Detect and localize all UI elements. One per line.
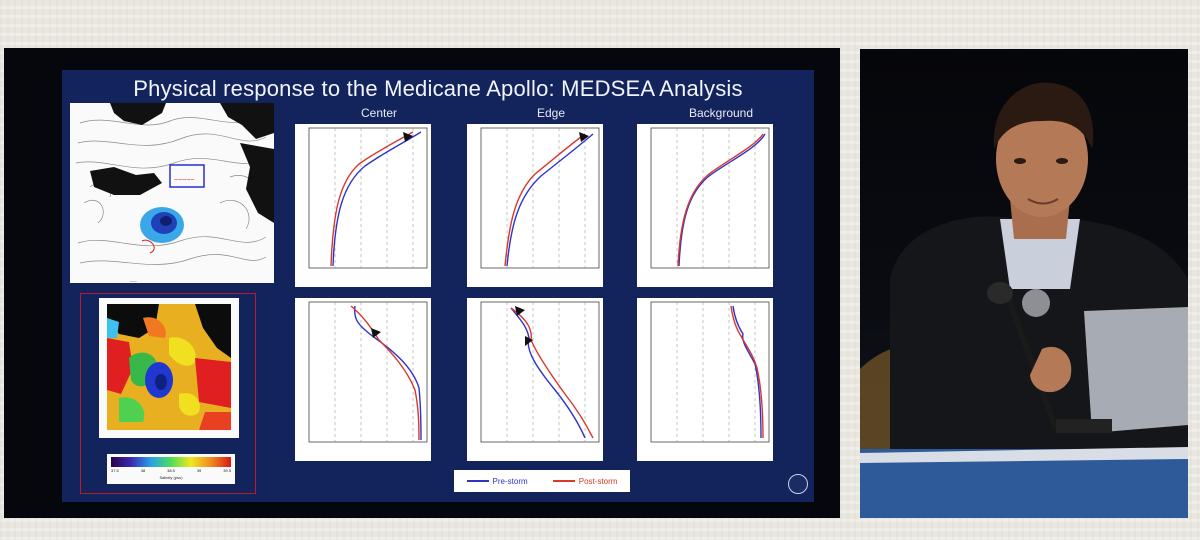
presentation-screen: Physical response to the Medicane Apollo… [4,48,840,518]
legend-swatch [552,480,575,482]
colorbar-tick: 38.5 [167,468,175,473]
colorbar-ticks: 37.5 38 38.5 39 39.5 [111,468,231,473]
legend-item-post-storm: Post-storm [552,476,618,486]
colorbar-tick: 39.5 [223,468,231,473]
column-header-background: Background [688,106,754,120]
colorbar-tick: 37.5 [111,468,119,473]
legend-item-pre-storm: Pre-storm [466,476,528,486]
salinity-profile-edge [467,298,603,461]
svg-text:~~~~~: ~~~~~ [174,177,194,184]
profile-legend: Pre-storm Post-storm [454,470,630,492]
temperature-profile-center [295,124,431,287]
colorbar-gradient [111,457,231,467]
legend-label: Pre-storm [492,476,528,486]
contour-map: ~~~~~ ___ [70,103,274,283]
legend-label: Post-storm [578,476,618,486]
temperature-profile-background [637,124,773,287]
legend-swatch [466,480,489,482]
temperature-profile-edge [467,124,603,287]
colorbar-tick: 38 [140,468,146,473]
salinity-colorbar: 37.5 38 38.5 39 39.5 Salinity (psu) [107,454,235,484]
column-header-edge: Edge [536,106,566,120]
salinity-profile-center [295,298,431,461]
slide: Physical response to the Medicane Apollo… [62,70,814,502]
slide-title: Physical response to the Medicane Apollo… [133,76,743,101]
speaker-video [860,49,1188,518]
svg-text:___: ___ [129,277,137,282]
salinity-profile-background [637,298,773,461]
colorbar-label: Salinity (psu) [159,475,183,480]
highlighted-salinity-map: 37.5 38 38.5 39 39.5 Salinity (psu) [80,293,256,494]
institution-logo-icon [788,474,808,494]
salinity-map [99,298,239,438]
colorbar-tick: 39 [196,468,202,473]
column-header-center: Center [360,106,398,120]
